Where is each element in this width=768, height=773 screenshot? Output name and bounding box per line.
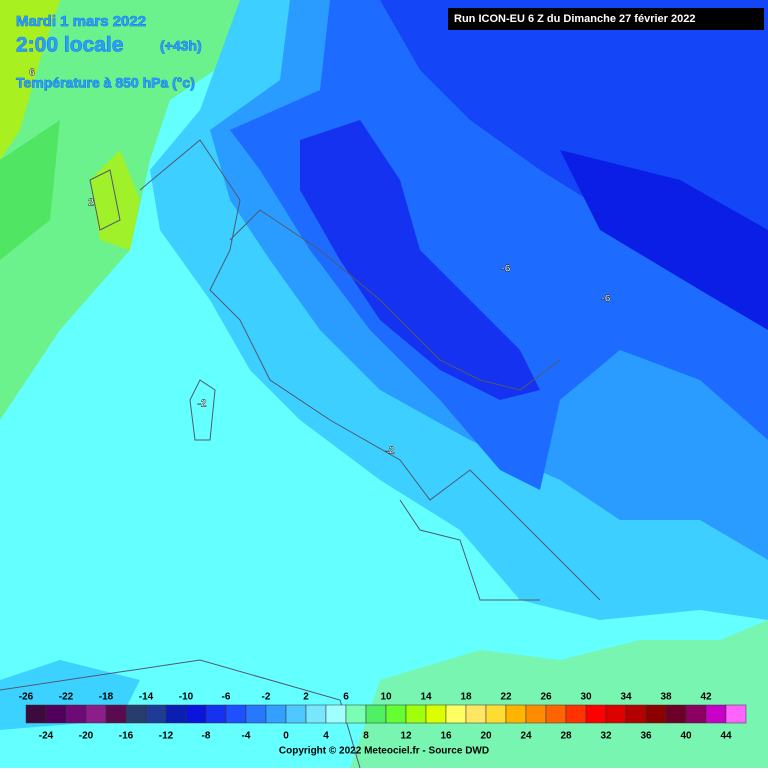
legend-label: 28 bbox=[560, 731, 572, 742]
legend-label: 12 bbox=[400, 731, 412, 742]
coastlines bbox=[0, 139, 601, 769]
legend-label: -2 bbox=[262, 692, 271, 703]
date: Mardi 1 mars 2022 bbox=[16, 13, 146, 30]
legend-swatch bbox=[325, 704, 347, 724]
time: 2:00 locale bbox=[16, 34, 123, 57]
legend-label: 14 bbox=[420, 692, 432, 703]
contour-label: -6 bbox=[502, 264, 511, 275]
legend-label: 26 bbox=[540, 692, 552, 703]
legend-swatch bbox=[245, 704, 267, 724]
legend-swatch bbox=[425, 704, 447, 724]
legend-swatch bbox=[205, 704, 227, 724]
legend-swatch bbox=[625, 704, 647, 724]
legend-swatch bbox=[545, 704, 567, 724]
legend-label: -20 bbox=[79, 731, 94, 742]
legend-label: 36 bbox=[640, 731, 652, 742]
legend-swatch bbox=[25, 704, 47, 724]
legend-label: -4 bbox=[242, 731, 251, 742]
legend-swatch bbox=[365, 704, 387, 724]
zone-darkest bbox=[560, 150, 768, 330]
legend-label: 16 bbox=[440, 731, 452, 742]
lead-time: (+43h) bbox=[160, 38, 202, 54]
legend-swatch bbox=[285, 704, 307, 724]
legend-swatch bbox=[85, 704, 107, 724]
legend-swatch bbox=[405, 704, 427, 724]
legend-label: 2 bbox=[303, 692, 309, 703]
contour-label: 2 bbox=[88, 198, 94, 209]
legend-label: 30 bbox=[580, 692, 592, 703]
legend-swatch bbox=[305, 704, 327, 724]
legend-swatch bbox=[225, 704, 247, 724]
legend-label: -8 bbox=[202, 731, 211, 742]
legend-swatch bbox=[465, 704, 487, 724]
zone-corsica bbox=[90, 150, 140, 250]
legend-label: -16 bbox=[119, 731, 134, 742]
contour-label: -6 bbox=[602, 294, 611, 305]
legend-label: 10 bbox=[380, 692, 392, 703]
legend-label: 18 bbox=[460, 692, 472, 703]
contour-label: -2 bbox=[386, 446, 395, 457]
legend-swatch bbox=[45, 704, 67, 724]
legend-label: -10 bbox=[179, 692, 194, 703]
legend-label: 4 bbox=[323, 731, 329, 742]
legend-label: 34 bbox=[620, 692, 632, 703]
contour-label: 6 bbox=[29, 68, 35, 79]
legend-label: -14 bbox=[139, 692, 154, 703]
legend-swatch bbox=[345, 704, 367, 724]
legend-swatch bbox=[105, 704, 127, 724]
legend-label: 24 bbox=[520, 731, 532, 742]
zone-green2 bbox=[0, 120, 60, 260]
legend-label: 0 bbox=[283, 731, 289, 742]
legend-swatch bbox=[145, 704, 167, 724]
legend-swatch bbox=[725, 704, 747, 724]
field-title: Température à 850 hPa (°c) bbox=[16, 75, 195, 91]
legend-label: -6 bbox=[222, 692, 231, 703]
run-info: Run ICON-EU 6 Z du Dimanche 27 février 2… bbox=[454, 13, 695, 25]
legend-label: 8 bbox=[363, 731, 369, 742]
legend-label: -26 bbox=[19, 692, 34, 703]
legend-label: 42 bbox=[700, 692, 712, 703]
run-box bbox=[448, 8, 764, 30]
legend-label: -22 bbox=[59, 692, 74, 703]
legend-label: -18 bbox=[99, 692, 114, 703]
legend-swatch bbox=[525, 704, 547, 724]
legend-label: -24 bbox=[39, 731, 54, 742]
legend-label: 6 bbox=[343, 692, 349, 703]
legend-swatch bbox=[125, 704, 147, 724]
legend-swatch bbox=[605, 704, 627, 724]
legend-swatch bbox=[505, 704, 527, 724]
legend-label: 38 bbox=[660, 692, 672, 703]
contour-label: -2 bbox=[198, 399, 207, 410]
legend-swatch bbox=[585, 704, 607, 724]
copyright: Copyright © 2022 Meteociel.fr - Source D… bbox=[279, 746, 489, 757]
legend-swatch bbox=[385, 704, 407, 724]
legend-label: 32 bbox=[600, 731, 612, 742]
legend-swatch bbox=[685, 704, 707, 724]
legend-swatch bbox=[445, 704, 467, 724]
legend-swatch bbox=[265, 704, 287, 724]
legend-swatch bbox=[645, 704, 667, 724]
zone-green-south bbox=[350, 620, 768, 768]
legend-label: 44 bbox=[720, 731, 732, 742]
legend-label: 22 bbox=[500, 692, 512, 703]
legend-label: 20 bbox=[480, 731, 492, 742]
legend-swatch bbox=[185, 704, 207, 724]
legend-label: -12 bbox=[159, 731, 174, 742]
legend-swatch bbox=[485, 704, 507, 724]
legend-swatch bbox=[705, 704, 727, 724]
legend-swatch bbox=[565, 704, 587, 724]
legend-swatch bbox=[665, 704, 687, 724]
legend-swatch bbox=[165, 704, 187, 724]
zone-yellowgreen bbox=[0, 0, 60, 160]
legend-label: 40 bbox=[680, 731, 692, 742]
legend-swatch bbox=[65, 704, 87, 724]
zone-darkblue bbox=[300, 120, 540, 400]
